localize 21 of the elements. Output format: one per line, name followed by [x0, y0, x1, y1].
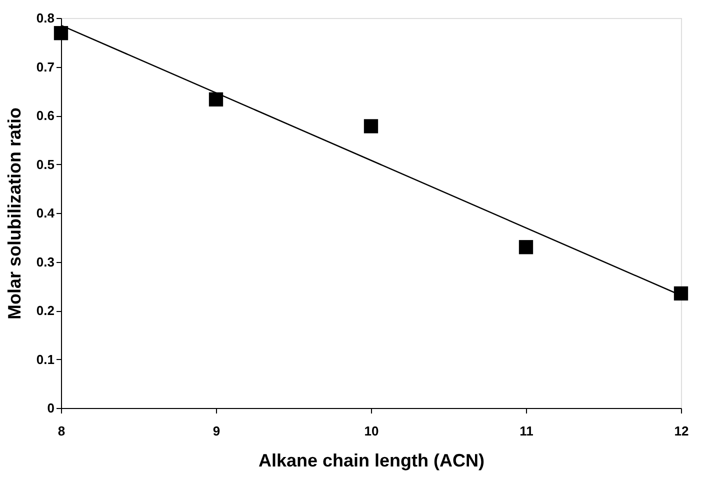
- y-tick-label: 0.5: [36, 156, 54, 172]
- point: [364, 119, 378, 134]
- x-tick-label: 10: [364, 424, 379, 438]
- y-tick-label: 0.2: [36, 303, 54, 318]
- y-axis-title: Molar solubilization ratio: [4, 107, 24, 320]
- y-tick-label: 0.4: [36, 206, 56, 220]
- point: [518, 240, 534, 254]
- x-tick-label: 12: [674, 424, 689, 438]
- x-tick-label: 8: [58, 424, 66, 438]
- y-tick-label: 0.1: [36, 352, 54, 367]
- point: [674, 286, 688, 301]
- y-tick-label: 0.7: [36, 59, 54, 74]
- y-tick-label: 0.3: [36, 254, 54, 270]
- y-tick-label: 0: [47, 400, 54, 416]
- x-tick-label: 11: [520, 424, 534, 438]
- y-tick-label: 0.6: [36, 108, 54, 123]
- x-axis-title: Alkane chain length (ACN): [258, 450, 485, 470]
- point: [54, 26, 68, 40]
- x-tick-label: 9: [212, 424, 220, 438]
- point: [208, 92, 224, 106]
- y-tick-label: 0.8: [36, 10, 54, 26]
